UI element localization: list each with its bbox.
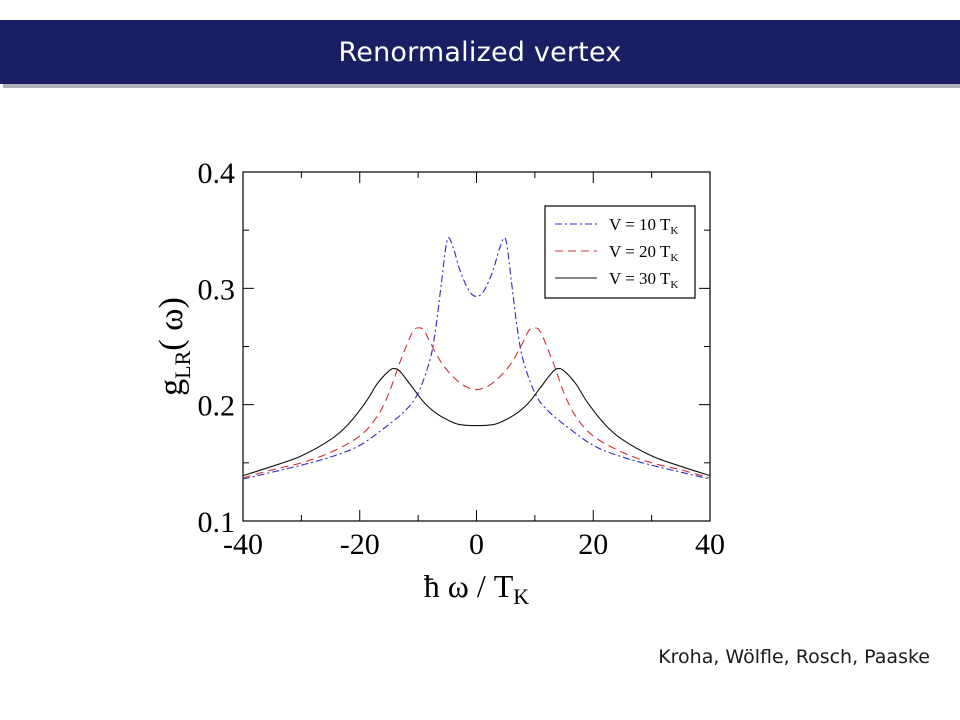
legend-box — [544, 205, 696, 299]
x-tick-label: 20 — [578, 528, 608, 561]
x-axis-label: ħ ω / TK — [424, 568, 530, 609]
citation-credit: Kroha, Wölfle, Rosch, Paaske — [658, 646, 930, 668]
series-line-3 — [242, 367, 711, 477]
legend-label-2: V = 20 TK — [609, 242, 678, 264]
x-tick-label: 0 — [469, 528, 484, 561]
y-tick-label: 0.1 — [198, 506, 236, 539]
legend-label-3: V = 30 TK — [609, 269, 678, 291]
y-tick-label: 0.3 — [198, 273, 236, 306]
y-tick-label: 0.4 — [198, 157, 236, 190]
slide-title: Renormalized vertex — [338, 36, 622, 68]
y-tick-label: 0.2 — [198, 390, 236, 423]
series-line-1 — [242, 237, 711, 480]
x-tick-label: -20 — [340, 528, 380, 561]
x-tick-label: -40 — [223, 528, 263, 561]
series-line-2 — [242, 327, 711, 479]
legend-label-1: V = 10 TK — [609, 215, 678, 237]
x-tick-label: 40 — [695, 528, 725, 561]
y-axis-label: gLR( ω) — [153, 297, 195, 396]
title-bar: Renormalized vertex — [0, 20, 960, 84]
